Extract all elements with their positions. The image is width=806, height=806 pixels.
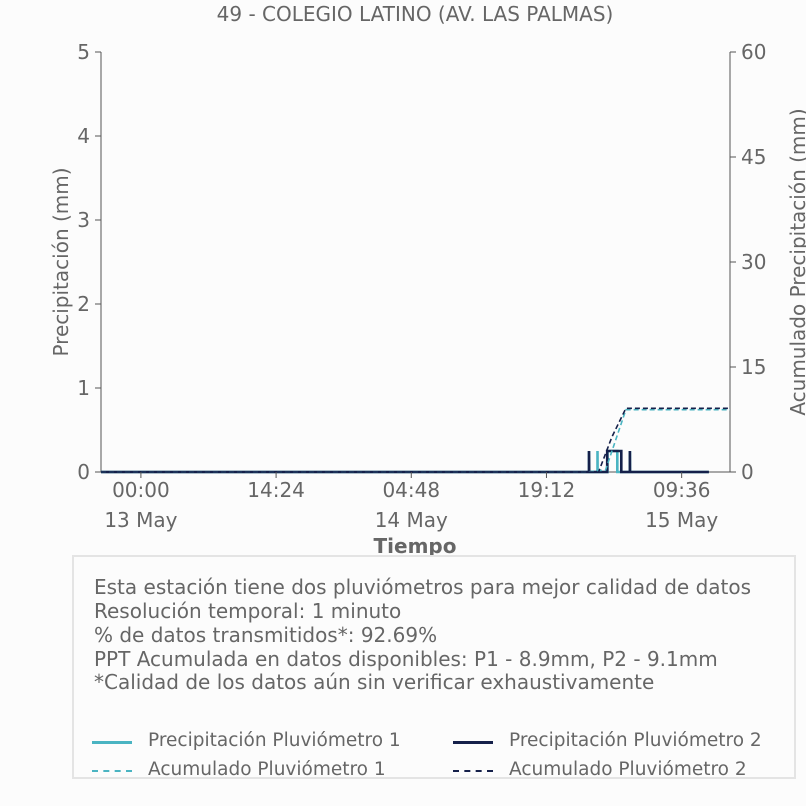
series-line-p2-precip xyxy=(101,449,709,474)
x-tick-label: 19:12 xyxy=(518,478,576,502)
y2-tick-label: 15 xyxy=(741,355,766,379)
info-line-3: % de datos transmitidos*: 92.69% xyxy=(94,623,438,647)
legend-swatch-p1-precip xyxy=(92,741,132,744)
y-tick-label: 3 xyxy=(77,208,90,232)
y2-tick-label: 60 xyxy=(741,40,766,64)
legend-swatch-p2-precip xyxy=(453,741,493,744)
x-tick-date-label: 15 May xyxy=(645,508,718,532)
y-tick-label: 5 xyxy=(77,40,90,64)
x-tick-label: 09:36 xyxy=(653,478,711,502)
x-tick-label: 04:48 xyxy=(382,478,440,502)
y-tick-label: 2 xyxy=(77,292,90,316)
y2-tick-label: 30 xyxy=(741,250,766,274)
x-axis-label: Tiempo xyxy=(374,534,457,558)
x-tick-label: 14:24 xyxy=(247,478,305,502)
info-line-5: *Calidad de los datos aún sin verificar … xyxy=(94,670,655,694)
info-line-1: Esta estación tiene dos pluviómetros par… xyxy=(94,575,752,599)
x-tick-date-label: 13 May xyxy=(104,508,177,532)
info-line-4: PPT Acumulada en datos disponibles: P1 -… xyxy=(94,647,718,671)
legend-label-p1-accum: Acumulado Pluviómetro 1 xyxy=(148,759,386,780)
info-line-2: Resolución temporal: 1 minuto xyxy=(94,599,402,623)
y-tick-label: 4 xyxy=(77,124,90,148)
x-tick-label: 00:00 xyxy=(112,478,170,502)
x-tick-date-label: 14 May xyxy=(375,508,448,532)
legend-label-p2-accum: Acumulado Pluviómetro 2 xyxy=(509,759,747,780)
info-legend-box: Esta estación tiene dos pluviómetros par… xyxy=(72,555,796,780)
legend-swatch-p2-accum xyxy=(453,770,493,772)
y-tick-label: 0 xyxy=(77,460,90,484)
series-line-p2-accum xyxy=(101,407,730,473)
chart-title: 49 - COLEGIO LATINO (AV. LAS PALMAS) xyxy=(216,2,614,26)
y-axis-label: Precipitación (mm) xyxy=(49,167,73,356)
y2-tick-label: 45 xyxy=(741,145,766,169)
legend-label-p2-precip: Precipitación Pluviómetro 2 xyxy=(509,730,762,751)
y2-axis-label: Acumulado Precipitación (mm) xyxy=(786,108,806,415)
y2-tick-label: 0 xyxy=(741,460,754,484)
series-layer xyxy=(101,407,730,474)
series-line-p1-accum xyxy=(101,408,730,473)
y-tick-label: 1 xyxy=(77,376,90,400)
legend-swatch-p1-accum xyxy=(92,770,132,772)
legend-label-p1-precip: Precipitación Pluviómetro 1 xyxy=(148,730,401,751)
series-line-p1-precip xyxy=(101,449,709,474)
